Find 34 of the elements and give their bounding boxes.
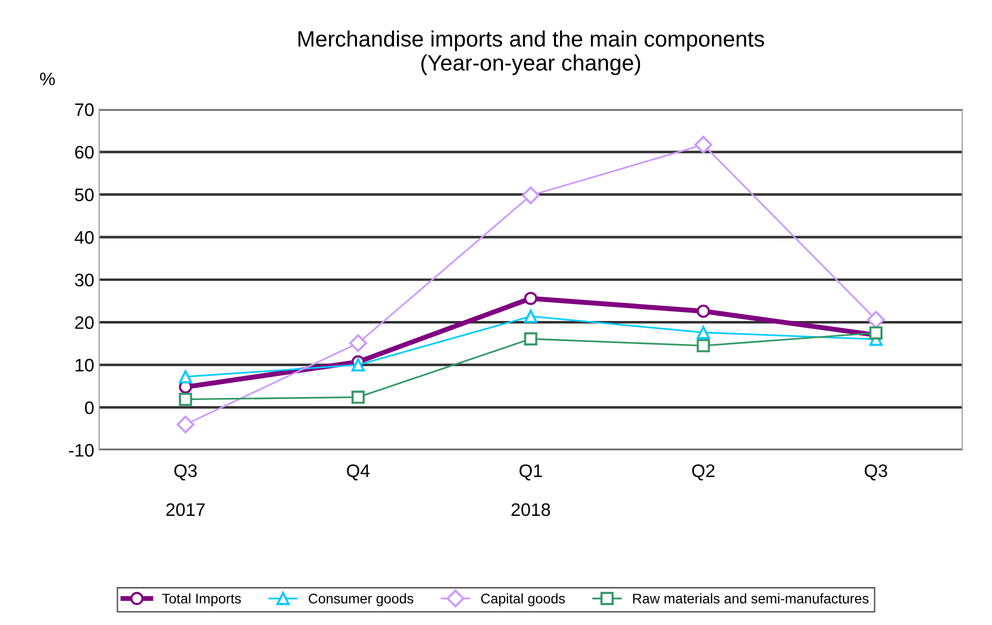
y-tick-label: 0	[85, 401, 94, 414]
point	[524, 292, 538, 306]
y-tick-label: 40	[74, 231, 94, 244]
legend-label: Capital goods	[481, 593, 565, 606]
point	[178, 370, 192, 384]
point	[524, 332, 538, 346]
point	[349, 334, 368, 352]
legend-label: Raw materials and semi-manufactures	[633, 593, 869, 604]
y-axis-title: %	[40, 72, 55, 86]
point	[524, 310, 538, 323]
point	[178, 392, 192, 406]
x-tick-label: Q2	[692, 464, 714, 480]
y-tick-label: 30	[74, 274, 94, 286]
point	[352, 358, 365, 372]
category-label: Q3 2017	[166, 464, 205, 516]
chart-title: Merchandise imports and the main components (Year-on-year change)	[298, 30, 764, 76]
y-tick-label: 70	[75, 103, 94, 116]
point	[176, 416, 194, 434]
legend-label: Total Imports	[162, 593, 241, 606]
category-label: Q1 2018	[512, 464, 550, 516]
y-tick-label: 60	[75, 146, 94, 159]
point	[696, 304, 710, 318]
y-tick-label: 20	[75, 316, 94, 329]
y-tick-label: 50	[74, 188, 94, 202]
x-tick-label: Q4	[346, 464, 370, 480]
point	[696, 326, 710, 340]
y-tick-label: -10	[69, 444, 94, 457]
legend-label: Consumer goods	[308, 593, 414, 606]
x-tick-label: Q3	[864, 464, 888, 480]
point	[352, 390, 365, 404]
point	[522, 186, 540, 204]
point	[696, 339, 710, 352]
point	[694, 136, 712, 154]
y-tick-label: 10	[76, 358, 94, 372]
